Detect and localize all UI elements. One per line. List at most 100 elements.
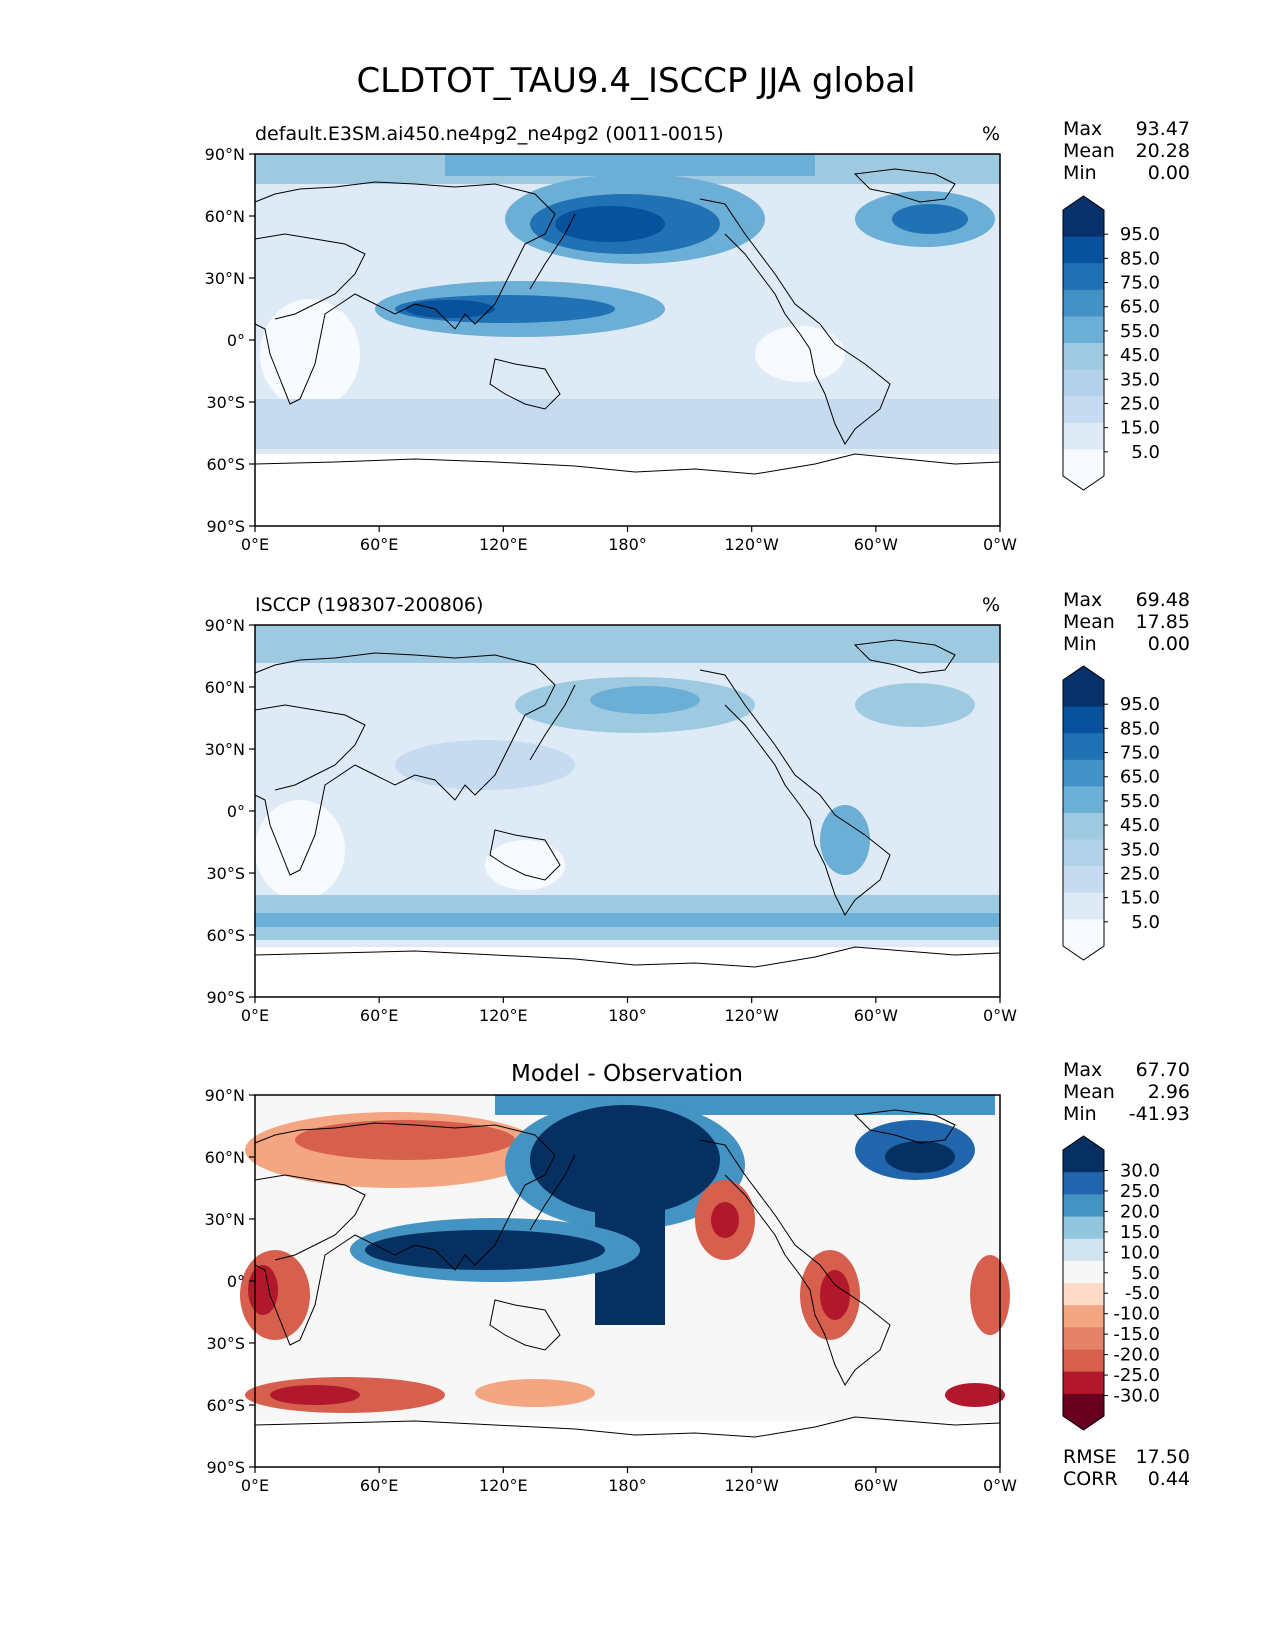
panel-units: % — [982, 123, 1000, 145]
contour-southern-ocean — [255, 399, 1000, 449]
colorbar-segment — [1063, 866, 1104, 894]
panel-diff: Model - Observation — [240, 1059, 1190, 1490]
stat-mean-value: 17.85 — [1136, 611, 1190, 633]
stat-corr-value: 0.44 — [1148, 1468, 1190, 1490]
panel-model: default.E3SM.ai450.ne4pg2_ne4pg2 (0011-0… — [254, 118, 1190, 527]
contour-nepac-neg-core — [711, 1202, 739, 1238]
y-tick-label: 30°S — [206, 393, 245, 412]
colorbar: 95.0 85.0 75.0 65.0 55.0 45.0 35.0 25.0 15.0 5.0 — [1062, 195, 1160, 491]
map-axes: 0°E 60°E 120°E 180° 120°W 60°W 0°W 90°N 60°N 30°N… — [205, 1086, 1018, 1495]
colorbar-outline — [1062, 1135, 1105, 1431]
figure-title: CLDTOT_TAU9.4_ISCCP JJA global — [356, 61, 915, 101]
contour-aus-low — [485, 840, 565, 890]
colorbar-tick-label: 55.0 — [1120, 791, 1160, 812]
x-tick-label: 120°W — [724, 1476, 779, 1495]
colorbar-segment — [1063, 369, 1104, 397]
x-tick-label: 120°W — [724, 535, 779, 554]
x-tick-label: 0°E — [241, 535, 269, 554]
stat-mean-value: 2.96 — [1148, 1081, 1190, 1103]
colorbar-segment — [1063, 316, 1104, 344]
contour-africa-low — [260, 299, 360, 409]
colorbar-tick-label: 30.0 — [1120, 1160, 1160, 1181]
map-area — [240, 1094, 1010, 1468]
contour-npac-pos-core — [530, 1105, 720, 1215]
y-tick-label: 90°N — [205, 145, 245, 164]
contour-fill — [255, 625, 1000, 997]
contour-npac-max — [555, 206, 665, 242]
colorbar-tick-label: 45.0 — [1120, 815, 1160, 836]
stat-max-label: Max — [1063, 118, 1102, 140]
stat-min-label: Min — [1063, 1103, 1097, 1125]
colorbar-tick-label: 5.0 — [1131, 912, 1160, 933]
x-tick-label: 60°W — [854, 1476, 898, 1495]
colorbar-tick-label: 20.0 — [1120, 1201, 1160, 1222]
contour-natl — [855, 683, 975, 727]
colorbar: 95.0 85.0 75.0 65.0 55.0 45.0 35.0 25.0 15.0 5.0 — [1062, 665, 1160, 961]
colorbar-segment — [1063, 1305, 1104, 1328]
colorbar-tick-label: 5.0 — [1131, 1263, 1160, 1284]
y-tick-label: 90°S — [206, 517, 245, 536]
x-tick-label: 60°E — [360, 1476, 398, 1495]
x-tick-label: 120°W — [724, 1006, 779, 1025]
colorbar-segment — [1063, 1283, 1104, 1306]
x-tick-label: 0°W — [983, 1006, 1017, 1025]
colorbar-tick-label: 65.0 — [1120, 767, 1160, 788]
colorbar-segment — [1063, 1260, 1104, 1284]
colorbar-extend-max — [1063, 1136, 1104, 1150]
stat-mean-label: Mean — [1063, 611, 1115, 633]
map-axes: 0°E 60°E 120°E 180° 120°W 60°W 0°W 90°N 60°N 30°N… — [205, 616, 1018, 1025]
stat-min-label: Min — [1063, 633, 1097, 655]
colorbar-segment — [1063, 236, 1104, 264]
colorbar-tick-label: 95.0 — [1120, 694, 1160, 715]
colorbar-segment — [1063, 210, 1104, 238]
stat-max-label: Max — [1063, 589, 1102, 611]
contour-antarctic-nodata — [255, 454, 1000, 526]
colorbar-segment — [1063, 733, 1104, 761]
colorbar-extend-min — [1063, 1416, 1104, 1430]
x-tick-label: 180° — [608, 1476, 647, 1495]
stat-min-value: 0.00 — [1148, 633, 1190, 655]
panel-left-title: default.E3SM.ai450.ne4pg2_ne4pg2 (0011-0… — [255, 123, 724, 145]
colorbar-segment — [1063, 422, 1104, 450]
contour-sepac-neg-core — [820, 1270, 850, 1320]
colorbar-tick-label: 15.0 — [1120, 1222, 1160, 1243]
x-tick-label: 60°W — [854, 1006, 898, 1025]
map-area — [254, 624, 1001, 998]
colorbar-tick-label: 15.0 — [1120, 888, 1160, 909]
x-tick-label: 180° — [608, 535, 647, 554]
contour-antarctic-nodata — [255, 1421, 1000, 1467]
colorbar-tick-label: -10.0 — [1113, 1304, 1160, 1325]
colorbar-tick-label: 35.0 — [1120, 369, 1160, 390]
stat-min-value: -41.93 — [1129, 1103, 1190, 1125]
y-tick-label: 90°S — [206, 1458, 245, 1477]
y-tick-label: 90°N — [205, 616, 245, 635]
colorbar-segment — [1063, 706, 1104, 734]
colorbar-tick-label: -5.0 — [1125, 1283, 1160, 1304]
contour-npac-core — [590, 686, 700, 714]
colorbar-segment — [1063, 396, 1104, 424]
y-tick-label: 60°S — [206, 455, 245, 474]
colorbar-extend-max — [1063, 196, 1104, 210]
map-axes: 0°E 60°E 120°E 180° 120°W 60°W 0°W 90°N 60°N 30°N… — [205, 145, 1018, 554]
stat-max-label: Max — [1063, 1059, 1102, 1081]
contour-natl-core — [892, 204, 968, 234]
contour-africa-low — [255, 800, 345, 900]
colorbar-segment — [1063, 289, 1104, 317]
y-tick-label: 90°S — [206, 988, 245, 1007]
stat-min-label: Min — [1063, 162, 1097, 184]
contour-wpac — [395, 740, 575, 790]
colorbar-tick-label: 95.0 — [1120, 224, 1160, 245]
panel-center-title: Model - Observation — [511, 1061, 743, 1087]
stat-min-value: 0.00 — [1148, 162, 1190, 184]
colorbar-tick-label: 45.0 — [1120, 345, 1160, 366]
colorbar-segment — [1063, 813, 1104, 841]
colorbar-tick-label: 5.0 — [1131, 442, 1160, 463]
colorbar-segment — [1063, 263, 1104, 291]
colorbar-tick-label: -30.0 — [1113, 1386, 1160, 1407]
colorbar-segment — [1063, 1194, 1104, 1217]
x-tick-label: 60°W — [854, 535, 898, 554]
x-tick-label: 120°E — [479, 1476, 528, 1495]
contour-fill — [240, 1095, 1010, 1467]
colorbar-segment — [1063, 1393, 1104, 1417]
contour-natl-pos-core — [885, 1141, 955, 1173]
